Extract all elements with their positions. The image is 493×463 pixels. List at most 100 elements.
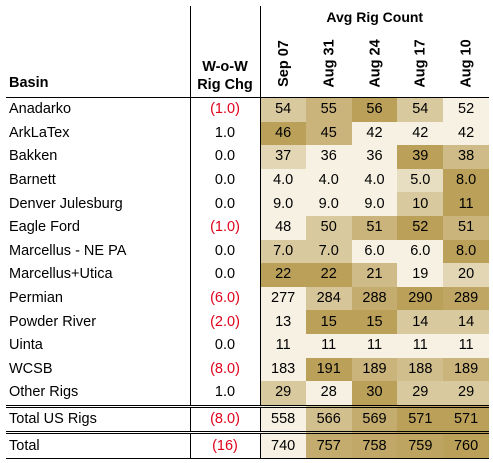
rig-count-table: Avg Rig Count Basin W-o-W Rig Chg Sep 07… (6, 6, 489, 459)
rig-count-cell: 290 (397, 286, 444, 311)
table-row: Other Rigs 1.0 29 28 30 29 29 (6, 381, 489, 407)
rig-count-cell: 11 (351, 333, 398, 358)
basin-name-cell: Uinta (6, 333, 191, 358)
date-column-header: Sep 07 (260, 29, 306, 98)
rig-count-cell: 30 (351, 381, 398, 407)
rig-count-cell: 4.0 (260, 168, 306, 193)
rig-count-cell: 757 (305, 431, 352, 459)
rig-change-cell: 0.0 (190, 168, 261, 193)
rig-count-cell: 15 (351, 310, 398, 334)
rig-count-cell: 9.0 (351, 192, 398, 216)
table-row: Barnett 0.0 4.0 4.0 4.0 5.0 8.0 (6, 168, 489, 193)
rig-count-cell: 11 (305, 333, 352, 358)
rig-count-cell: 6.0 (397, 239, 444, 264)
date-header-label: Aug 17 (413, 38, 430, 88)
rig-change-cell: (1.0) (190, 215, 261, 240)
table-row: Marcellus+Utica 0.0 22 22 21 19 20 (6, 263, 489, 287)
table-row: WCSB (8.0) 183 191 189 188 189 (6, 357, 489, 382)
rig-count-cell: 22 (305, 263, 352, 287)
rig-count-cell: 36 (305, 145, 352, 169)
rig-count-cell: 29 (397, 381, 444, 407)
change-column-header: W-o-W Rig Chg (190, 29, 261, 98)
rig-count-cell: 740 (260, 431, 306, 459)
table-row: Total (16) 740 757 758 759 760 (6, 431, 489, 459)
rig-count-cell: 14 (443, 310, 489, 334)
rig-count-cell: 760 (443, 431, 489, 459)
basin-name-cell: Powder River (6, 310, 191, 334)
rig-count-cell: 759 (397, 431, 444, 459)
basin-column-header: Basin (6, 29, 191, 98)
rig-count-table-container: Avg Rig Count Basin W-o-W Rig Chg Sep 07… (6, 6, 489, 459)
rig-count-cell: 183 (260, 357, 306, 382)
date-column-header: Aug 31 (306, 29, 352, 98)
table-row: Uinta 0.0 11 11 11 11 11 (6, 333, 489, 358)
rig-count-cell: 48 (260, 215, 306, 240)
table-row: Anadarko (1.0) 54 55 56 54 52 (6, 96, 489, 122)
rig-count-cell: 284 (305, 286, 352, 311)
rig-count-cell: 29 (260, 381, 306, 407)
rig-change-cell: 1.0 (190, 121, 261, 146)
rig-count-cell: 51 (351, 215, 398, 240)
date-header-label: Aug 10 (458, 38, 475, 88)
basin-name-cell: Marcellus+Utica (6, 263, 191, 287)
rig-count-cell: 28 (305, 381, 352, 407)
rig-count-cell: 566 (305, 404, 352, 433)
table-body: Anadarko (1.0) 54 55 56 54 52 ArkLaTex 1.0 46 45 42… (6, 96, 489, 459)
table-row: Total US Rigs (8.0) 558 566 569 571 571 (6, 404, 489, 433)
table-title: Avg Rig Count (326, 9, 424, 25)
rig-count-cell: 4.0 (305, 168, 352, 193)
rig-count-cell: 11 (443, 333, 489, 358)
rig-count-cell: 11 (443, 192, 489, 216)
date-header-label: Aug 24 (367, 38, 384, 88)
basin-name-cell: Barnett (6, 168, 191, 193)
basin-name-cell: ArkLaTex (6, 121, 191, 146)
rig-count-cell: 56 (351, 96, 398, 122)
rig-change-cell: 0.0 (190, 333, 261, 358)
rig-count-cell: 55 (305, 96, 352, 122)
rig-count-cell: 50 (305, 215, 352, 240)
rig-count-cell: 11 (397, 333, 444, 358)
rig-count-cell: 38 (443, 145, 489, 169)
header-basin-spacer (6, 6, 191, 29)
rig-count-cell: 51 (443, 215, 489, 240)
rig-count-cell: 29 (443, 381, 489, 407)
rig-count-cell: 277 (260, 286, 306, 311)
rig-count-cell: 571 (443, 404, 489, 433)
rig-count-cell: 9.0 (305, 192, 352, 216)
rig-count-cell: 189 (443, 357, 489, 382)
rig-count-cell: 4.0 (351, 168, 398, 193)
rig-count-cell: 42 (397, 121, 444, 146)
rig-count-cell: 558 (260, 404, 306, 433)
rig-count-cell: 8.0 (443, 168, 489, 193)
rig-change-cell: 0.0 (190, 239, 261, 264)
rig-count-cell: 42 (351, 121, 398, 146)
table-row: Denver Julesburg 0.0 9.0 9.0 9.0 10 11 (6, 192, 489, 216)
rig-change-cell: (8.0) (190, 404, 261, 433)
rig-count-cell: 19 (397, 263, 444, 287)
basin-name-cell: Permian (6, 286, 191, 311)
rig-count-cell: 289 (443, 286, 489, 311)
rig-change-cell: (16) (190, 431, 261, 459)
rig-count-cell: 191 (305, 357, 352, 382)
rig-count-cell: 189 (351, 357, 398, 382)
rig-count-cell: 54 (260, 96, 306, 122)
rig-change-cell: 0.0 (190, 263, 261, 287)
rig-count-cell: 21 (351, 263, 398, 287)
basin-name-cell: Total US Rigs (6, 404, 191, 433)
rig-count-cell: 7.0 (305, 239, 352, 264)
rig-change-cell: 1.0 (190, 381, 261, 407)
rig-change-cell: (6.0) (190, 286, 261, 311)
rig-count-cell: 52 (443, 96, 489, 122)
rig-count-cell: 36 (351, 145, 398, 169)
rig-count-cell: 39 (397, 145, 444, 169)
date-header-label: Aug 31 (321, 38, 338, 88)
basin-name-cell: WCSB (6, 357, 191, 382)
basin-name-cell: Bakken (6, 145, 191, 169)
change-header-line-1: W-o-W (202, 59, 248, 75)
rig-count-cell: 188 (397, 357, 444, 382)
rig-count-cell: 22 (260, 263, 306, 287)
rig-count-cell: 54 (397, 96, 444, 122)
rig-count-cell: 288 (351, 286, 398, 311)
table-row: Eagle Ford (1.0) 48 50 51 52 51 (6, 215, 489, 240)
date-column-header: Aug 10 (443, 29, 489, 98)
